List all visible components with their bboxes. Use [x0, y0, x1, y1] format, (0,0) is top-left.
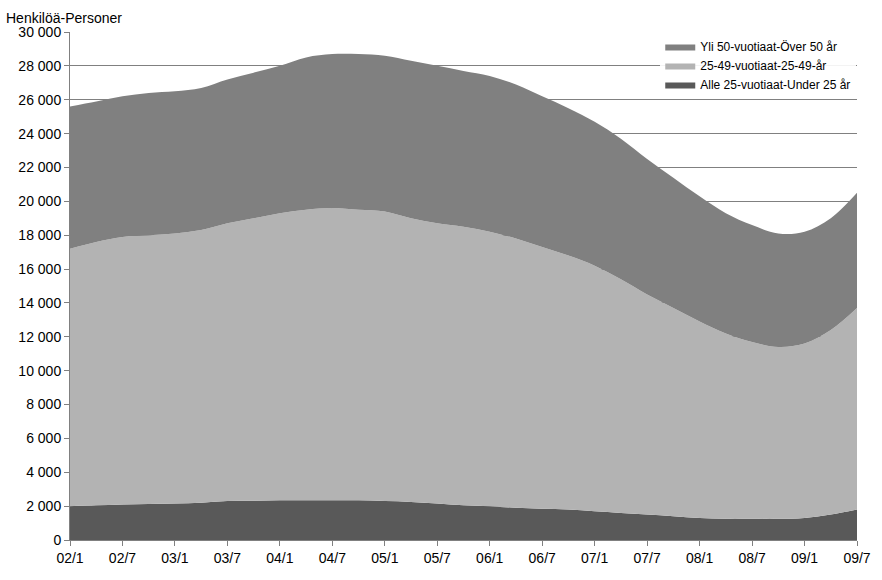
- svg-text:04/7: 04/7: [319, 550, 346, 566]
- svg-text:06/1: 06/1: [476, 550, 503, 566]
- svg-text:03/1: 03/1: [161, 550, 188, 566]
- svg-text:0: 0: [53, 532, 61, 548]
- svg-text:07/1: 07/1: [581, 550, 608, 566]
- svg-text:22 000: 22 000: [18, 159, 61, 175]
- svg-text:Henkilöä-Personer: Henkilöä-Personer: [6, 10, 122, 26]
- svg-text:08/7: 08/7: [738, 550, 765, 566]
- svg-text:28 000: 28 000: [18, 58, 61, 74]
- svg-text:04/1: 04/1: [266, 550, 293, 566]
- svg-text:05/7: 05/7: [424, 550, 451, 566]
- svg-text:09/1: 09/1: [791, 550, 818, 566]
- svg-text:8 000: 8 000: [26, 396, 61, 412]
- svg-text:Alle 25-vuotiaat-Under 25 år: Alle 25-vuotiaat-Under 25 år: [700, 78, 850, 92]
- svg-text:18 000: 18 000: [18, 227, 61, 243]
- svg-text:14 000: 14 000: [18, 295, 61, 311]
- svg-text:25-49-vuotiaat-25-49-år: 25-49-vuotiaat-25-49-år: [700, 59, 826, 73]
- svg-text:06/7: 06/7: [529, 550, 556, 566]
- svg-text:Yli 50-vuotiaat-Över 50 år: Yli 50-vuotiaat-Över 50 år: [700, 40, 837, 54]
- svg-text:30 000: 30 000: [18, 24, 61, 40]
- svg-text:4 000: 4 000: [26, 464, 61, 480]
- svg-text:26 000: 26 000: [18, 92, 61, 108]
- svg-text:05/1: 05/1: [371, 550, 398, 566]
- svg-text:24 000: 24 000: [18, 126, 61, 142]
- svg-text:07/7: 07/7: [634, 550, 661, 566]
- svg-text:16 000: 16 000: [18, 261, 61, 277]
- svg-text:09/7: 09/7: [843, 550, 870, 566]
- svg-text:02/7: 02/7: [109, 550, 136, 566]
- svg-text:2 000: 2 000: [26, 498, 61, 514]
- svg-text:6 000: 6 000: [26, 430, 61, 446]
- svg-text:08/1: 08/1: [686, 550, 713, 566]
- svg-text:20 000: 20 000: [18, 193, 61, 209]
- svg-text:03/7: 03/7: [214, 550, 241, 566]
- svg-text:10 000: 10 000: [18, 363, 61, 379]
- svg-text:12 000: 12 000: [18, 329, 61, 345]
- svg-text:02/1: 02/1: [56, 550, 83, 566]
